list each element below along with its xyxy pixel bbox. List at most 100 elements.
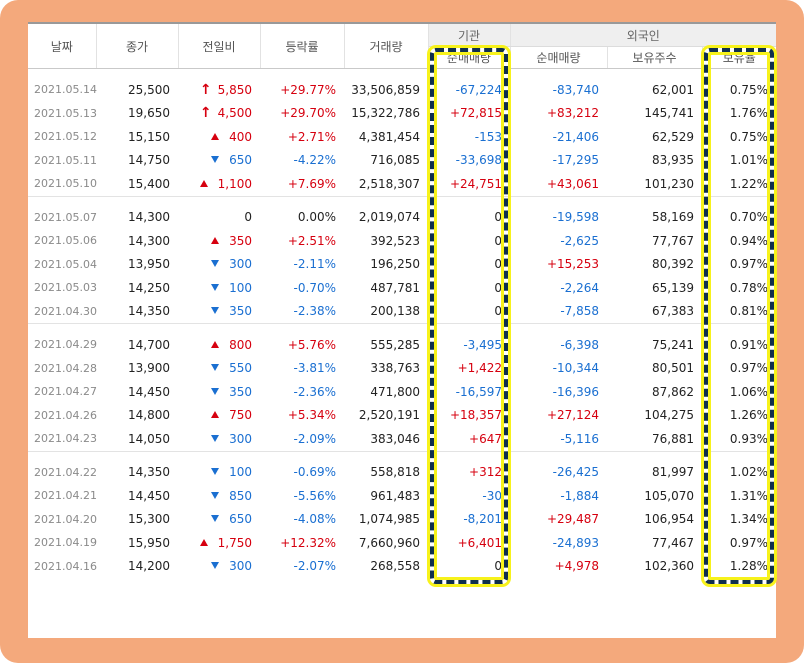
cell-foreign-hold: 58,169: [652, 210, 694, 225]
cell-change: 300: [178, 253, 260, 277]
rise-triangle-icon: [211, 236, 220, 244]
fall-triangle-icon: [211, 434, 220, 442]
cell-volume: 2,520,191: [358, 408, 420, 423]
header-change: 전일비: [178, 22, 261, 69]
cell-rate: -3.81%: [293, 361, 336, 376]
table-body: 2021.05.14 25,500 ↑ 5,850 +29.77% 33,506,859 -…: [28, 69, 776, 579]
cell-foreign-net: -6,398: [560, 337, 599, 352]
cell-foreign-net: +29,487: [546, 512, 599, 527]
cell-close: 14,300: [128, 210, 170, 225]
cell-change-value: 800: [229, 337, 252, 352]
cell-change-value: 350: [229, 384, 252, 399]
cell-foreign-net: -2,625: [560, 233, 599, 248]
cell-close: 14,350: [128, 304, 170, 319]
cell-foreign-hold: 105,070: [644, 488, 694, 503]
cell-close: 15,150: [128, 129, 170, 144]
cell-change-value: 650: [229, 512, 252, 527]
cell-volume: 392,523: [370, 233, 420, 248]
rise-triangle-icon: [211, 340, 220, 348]
cell-date: 2021.04.28: [34, 361, 97, 375]
cell-change: 100: [178, 461, 260, 485]
cell-inst-net: +18,357: [449, 408, 502, 423]
cell-volume: 7,660,960: [358, 535, 420, 550]
cell-close: 14,250: [128, 280, 170, 295]
cell-foreign-hold: 76,881: [652, 431, 694, 446]
cell-foreign-ratio: 1.28%: [729, 559, 769, 574]
cell-close: 14,450: [128, 384, 170, 399]
cell-date: 2021.04.22: [34, 465, 97, 479]
table-row: 2021.05.07 14,300 0 0.00% 2,019,074 0 -19,598 5…: [28, 206, 776, 230]
cell-close: 13,950: [128, 257, 170, 272]
table-row: 2021.05.10 15,400 1,100 +7.69% 2,518,307 +24,…: [28, 172, 776, 196]
rise-triangle-icon: [211, 411, 220, 419]
cell-close: 14,750: [128, 153, 170, 168]
cell-change: 1,100: [178, 172, 260, 196]
cell-change-value: 400: [229, 129, 252, 144]
cell-change-value: 4,500: [217, 106, 252, 121]
cell-foreign-hold: 87,862: [652, 384, 694, 399]
cell-inst-net: 0: [494, 280, 502, 295]
cell-change: 100: [178, 276, 260, 300]
cell-rate: -0.70%: [293, 280, 336, 295]
table-row: 2021.05.04 13,950 300 -2.11% 196,250 0 +15,253…: [28, 253, 776, 277]
cell-foreign-ratio: 0.70%: [729, 210, 769, 225]
cell-foreign-net: -21,406: [552, 129, 599, 144]
header-volume: 거래량: [344, 22, 429, 69]
cell-volume: 716,085: [370, 153, 420, 168]
cell-change: 750: [178, 404, 260, 428]
cell-change-value: 300: [229, 559, 252, 574]
cell-change-value: 1,100: [217, 176, 252, 191]
cell-close: 14,050: [128, 431, 170, 446]
table-row: 2021.04.30 14,350 350 -2.38% 200,138 0 -7,858 6…: [28, 300, 776, 324]
cell-foreign-hold: 80,392: [652, 257, 694, 272]
cell-foreign-hold: 81,997: [652, 465, 694, 480]
cell-foreign-ratio: 0.97%: [729, 257, 769, 272]
cell-foreign-ratio: 0.97%: [729, 535, 769, 550]
cell-inst-net: -16,597: [455, 384, 502, 399]
cell-inst-net: +6,401: [457, 535, 502, 550]
cell-rate: +2.71%: [287, 129, 336, 144]
header-institution-group: 기관: [428, 22, 511, 47]
fall-triangle-icon: [211, 283, 220, 291]
cell-foreign-hold: 101,230: [644, 176, 694, 191]
rise-triangle-icon: [199, 538, 208, 546]
table-header: 날짜 종가 전일비 등락률 거래량 기관 외국인 순매매량 순매매량 보유주수 …: [28, 22, 776, 69]
cell-close: 14,450: [128, 488, 170, 503]
table-row: 2021.05.06 14,300 350 +2.51% 392,523 0 -2,625 7…: [28, 229, 776, 253]
cell-rate: +12.32%: [280, 535, 336, 550]
cell-inst-net: 0: [494, 559, 502, 574]
cell-date: 2021.05.10: [34, 177, 97, 191]
cell-date: 2021.05.11: [34, 153, 97, 167]
cell-foreign-net: -19,598: [552, 210, 599, 225]
cell-foreign-net: +83,212: [546, 106, 599, 121]
cell-inst-net: -30: [482, 488, 502, 503]
cell-change: 1,750: [178, 531, 260, 555]
cell-foreign-net: -7,858: [560, 304, 599, 319]
cell-foreign-ratio: 1.06%: [729, 384, 769, 399]
cell-rate: +5.34%: [287, 408, 336, 423]
cell-date: 2021.04.30: [34, 304, 97, 318]
cell-foreign-ratio: 0.75%: [729, 129, 769, 144]
cell-foreign-ratio: 0.94%: [729, 233, 769, 248]
fall-triangle-icon: [211, 387, 220, 395]
group-gap: [28, 69, 776, 79]
cell-date: 2021.04.21: [34, 489, 97, 503]
cell-change: 350: [178, 229, 260, 253]
table-row: 2021.04.19 15,950 1,750 +12.32% 7,660,960 +6,…: [28, 531, 776, 555]
cell-volume: 1,074,985: [358, 512, 420, 527]
group-gap: [28, 197, 776, 206]
cell-foreign-ratio: 0.93%: [729, 431, 769, 446]
cell-foreign-net: -26,425: [552, 465, 599, 480]
rise-triangle-icon: [211, 132, 220, 140]
cell-change-value: 350: [229, 233, 252, 248]
group-divider: [28, 450, 776, 452]
table-row: 2021.04.28 13,900 550 -3.81% 338,763 +1,422 -1…: [28, 357, 776, 381]
cell-date: 2021.05.13: [34, 106, 97, 120]
table-row: 2021.05.12 15,150 400 +2.71% 4,381,454 -153 -2…: [28, 125, 776, 149]
cell-close: 25,500: [128, 82, 170, 97]
cell-change-value: 100: [229, 280, 252, 295]
stock-table-panel: 날짜 종가 전일비 등락률 거래량 기관 외국인 순매매량 순매매량 보유주수 …: [28, 22, 776, 638]
cell-inst-net: -8,201: [463, 512, 502, 527]
cell-foreign-ratio: 0.75%: [729, 82, 769, 97]
cell-foreign-net: -10,344: [552, 361, 599, 376]
